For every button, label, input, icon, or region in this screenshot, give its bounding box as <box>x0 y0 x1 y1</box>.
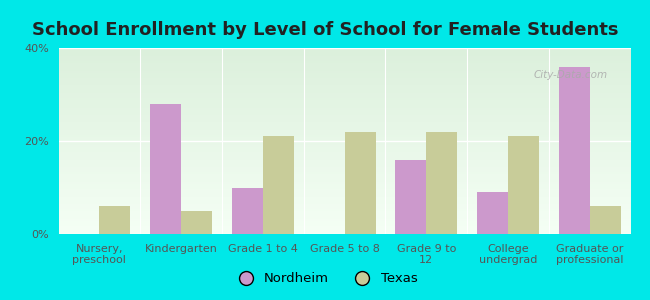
Bar <box>508 136 539 234</box>
Bar <box>232 188 263 234</box>
Bar <box>181 211 212 234</box>
Bar <box>150 104 181 234</box>
Bar <box>263 136 294 234</box>
Bar <box>426 132 457 234</box>
Text: City-Data.com: City-Data.com <box>533 70 607 80</box>
Bar <box>590 206 621 234</box>
Text: School Enrollment by Level of School for Female Students: School Enrollment by Level of School for… <box>32 21 618 39</box>
Legend: Nordheim, Texas: Nordheim, Texas <box>227 267 422 290</box>
Bar <box>395 160 426 234</box>
Bar <box>558 67 590 234</box>
Bar <box>477 192 508 234</box>
Bar <box>99 206 131 234</box>
Bar <box>344 132 376 234</box>
